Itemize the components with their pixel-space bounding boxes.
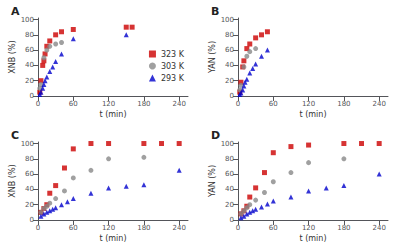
svg-text:C: C (11, 129, 19, 142)
svg-text:0: 0 (236, 224, 240, 232)
svg-text:303 K: 303 K (161, 62, 185, 71)
svg-text:240: 240 (172, 224, 185, 232)
svg-text:D: D (211, 129, 220, 142)
svg-text:293 K: 293 K (161, 74, 185, 83)
svg-text:t (min): t (min) (99, 234, 126, 243)
svg-text:80: 80 (225, 31, 234, 39)
svg-text:323 K: 323 K (161, 50, 185, 59)
svg-text:240: 240 (372, 100, 385, 108)
svg-text:180: 180 (137, 100, 150, 108)
svg-text:XNB (%): XNB (%) (8, 164, 17, 197)
svg-text:60: 60 (69, 224, 78, 232)
svg-text:40: 40 (225, 185, 234, 193)
svg-text:t (min): t (min) (99, 110, 126, 119)
svg-text:60: 60 (269, 224, 278, 232)
svg-text:60: 60 (225, 46, 234, 54)
svg-text:40: 40 (25, 185, 34, 193)
svg-text:0: 0 (230, 92, 234, 100)
svg-text:180: 180 (337, 224, 350, 232)
svg-text:240: 240 (372, 224, 385, 232)
svg-text:240: 240 (172, 100, 185, 108)
svg-text:0: 0 (36, 100, 40, 108)
svg-text:t (min): t (min) (299, 110, 326, 119)
svg-text:B: B (211, 5, 219, 18)
svg-text:120: 120 (302, 100, 315, 108)
svg-text:20: 20 (25, 201, 34, 209)
svg-text:180: 180 (337, 100, 350, 108)
svg-text:80: 80 (225, 155, 234, 163)
svg-text:100: 100 (221, 140, 234, 148)
svg-text:0: 0 (236, 100, 240, 108)
svg-text:20: 20 (225, 201, 234, 209)
svg-text:YAN (%): YAN (%) (208, 165, 217, 198)
svg-text:100: 100 (221, 16, 234, 24)
svg-text:20: 20 (25, 77, 34, 85)
svg-text:60: 60 (25, 170, 34, 178)
svg-text:20: 20 (225, 77, 234, 85)
svg-text:120: 120 (102, 100, 115, 108)
svg-text:60: 60 (69, 100, 78, 108)
svg-text:0: 0 (30, 92, 34, 100)
svg-text:40: 40 (25, 61, 34, 69)
svg-text:60: 60 (225, 170, 234, 178)
svg-text:120: 120 (102, 224, 115, 232)
svg-text:0: 0 (230, 216, 234, 224)
svg-text:0: 0 (30, 216, 34, 224)
svg-text:YAN (%): YAN (%) (208, 41, 217, 74)
svg-text:t (min): t (min) (299, 234, 326, 243)
svg-text:A: A (11, 5, 20, 18)
svg-text:40: 40 (225, 61, 234, 69)
svg-text:60: 60 (269, 100, 278, 108)
svg-text:0: 0 (36, 224, 40, 232)
svg-text:80: 80 (25, 31, 34, 39)
svg-text:180: 180 (137, 224, 150, 232)
svg-text:100: 100 (21, 16, 34, 24)
svg-text:60: 60 (25, 46, 34, 54)
svg-text:100: 100 (21, 140, 34, 148)
svg-text:80: 80 (25, 155, 34, 163)
svg-text:XNB (%): XNB (%) (8, 40, 17, 73)
svg-text:120: 120 (302, 224, 315, 232)
